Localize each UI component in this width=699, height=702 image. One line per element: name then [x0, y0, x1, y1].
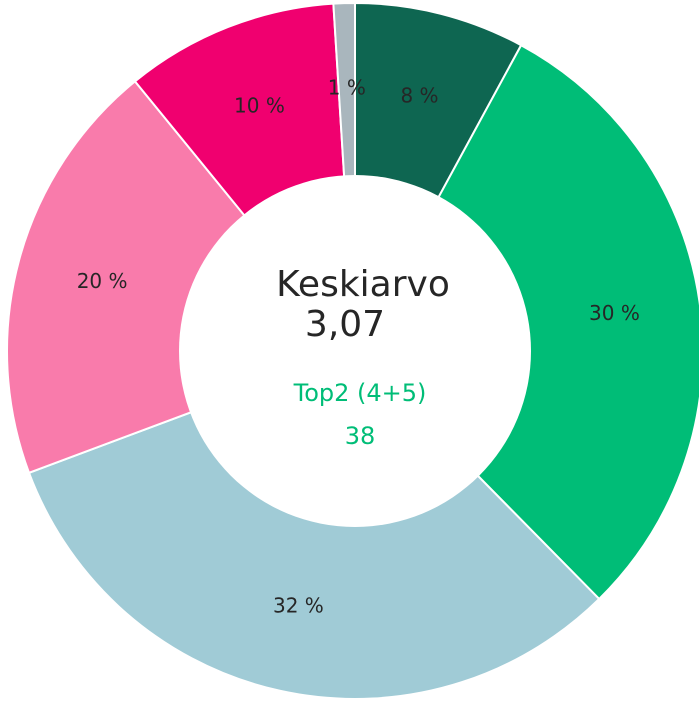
- slice-label: 1 %: [328, 76, 366, 100]
- slice-label: 20 %: [77, 269, 128, 293]
- slice-label: 10 %: [234, 94, 285, 118]
- top2-value: 38: [345, 422, 376, 450]
- slice: [27, 349, 601, 700]
- slice-label: 30 %: [589, 301, 640, 325]
- top2-title: Top2 (4+5): [293, 379, 427, 407]
- donut-hole: [179, 175, 531, 527]
- center-title: Keskiarvo: [276, 264, 450, 305]
- slice-label: 8 %: [400, 84, 438, 108]
- center-value: 3,07: [305, 304, 385, 345]
- slice-label: 32 %: [273, 593, 324, 617]
